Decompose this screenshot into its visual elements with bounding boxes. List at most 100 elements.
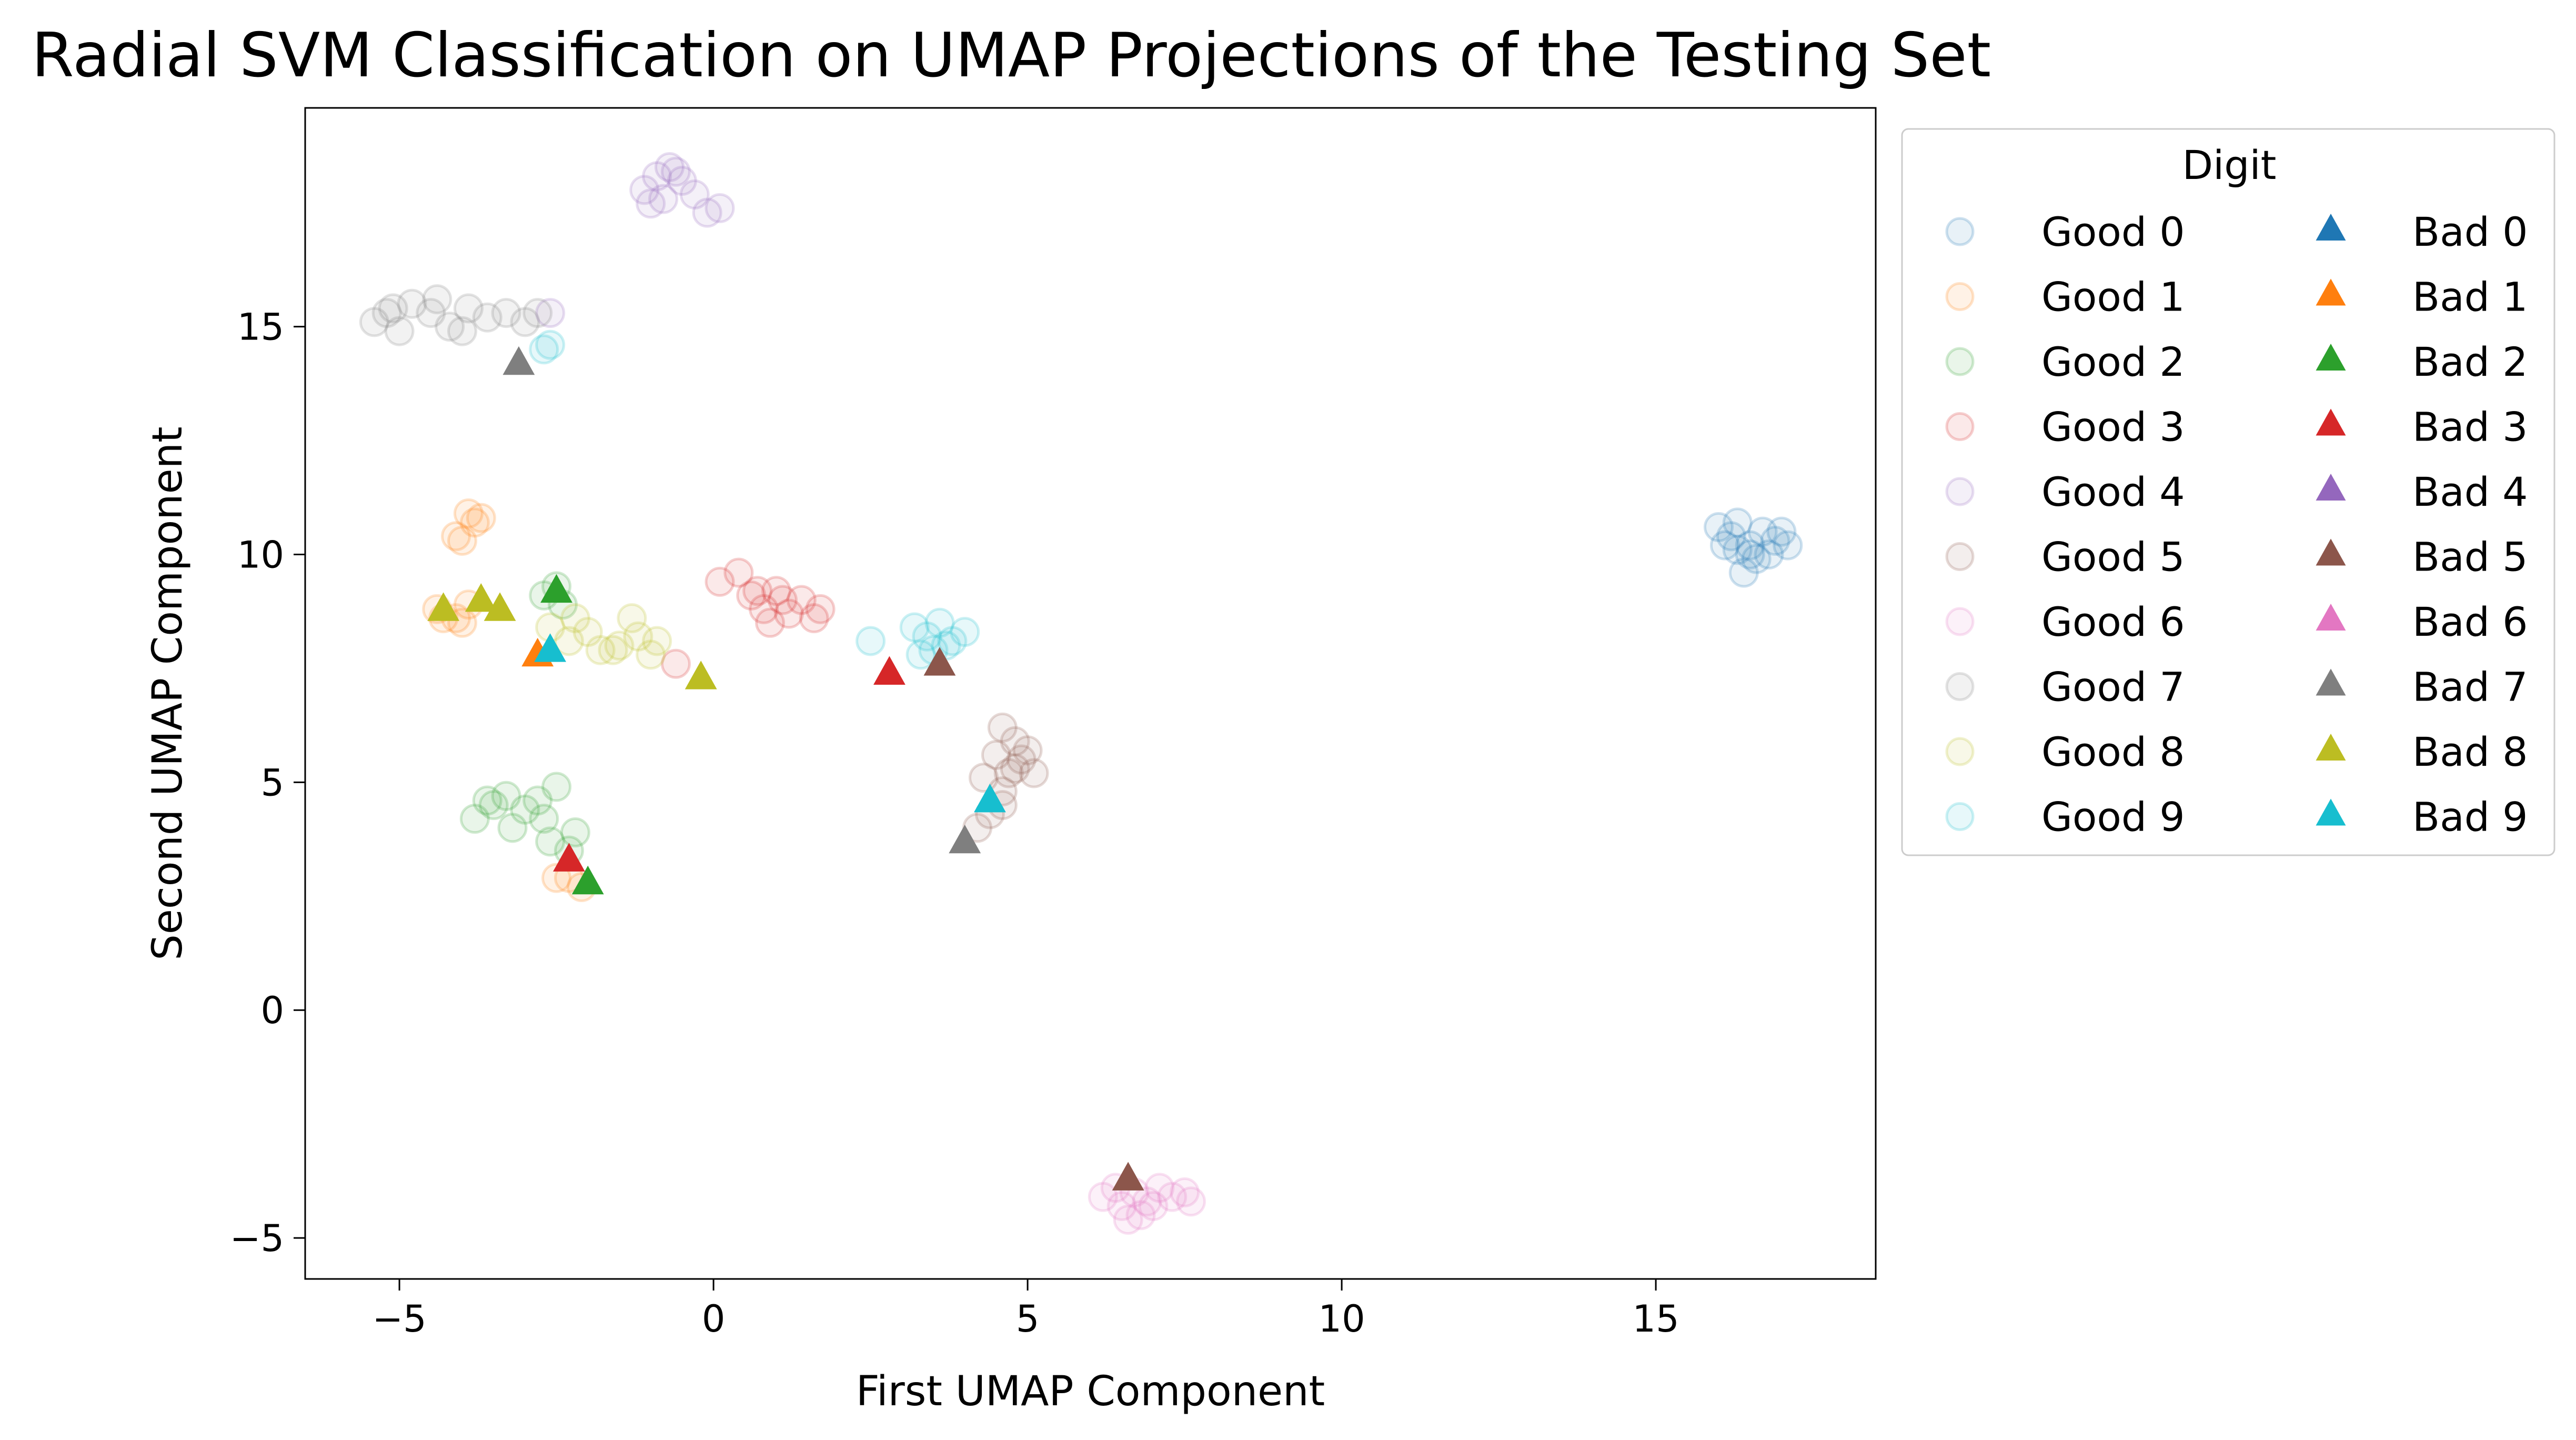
point-good-4 bbox=[692, 197, 722, 228]
point-good-5 bbox=[1012, 735, 1043, 766]
plot-points bbox=[359, 152, 1803, 1235]
point-bad-8 bbox=[484, 592, 516, 621]
point-good-3 bbox=[723, 557, 754, 588]
x-tick-label: 0 bbox=[702, 1297, 726, 1341]
point-good-3 bbox=[805, 594, 836, 624]
legend-marker bbox=[2316, 538, 2346, 566]
y-axis-label: Second UMAP Component bbox=[144, 426, 192, 960]
legend-label: Good 2 bbox=[2041, 338, 2185, 385]
point-good-9 bbox=[535, 329, 566, 360]
point-good-3 bbox=[749, 594, 779, 624]
legend-label: Good 0 bbox=[2041, 208, 2185, 255]
point-good-8 bbox=[598, 635, 628, 665]
point-good-3 bbox=[742, 576, 773, 606]
point-good-9 bbox=[912, 621, 942, 652]
point-good-9 bbox=[905, 639, 936, 670]
legend-marker bbox=[2316, 214, 2346, 241]
point-good-6 bbox=[1113, 1204, 1143, 1235]
point-good-3 bbox=[786, 585, 817, 615]
chart-title: Radial SVM Classification on UMAP Projec… bbox=[32, 20, 1991, 91]
point-good-0 bbox=[1722, 507, 1753, 538]
point-good-7 bbox=[378, 293, 408, 324]
point-good-0 bbox=[1704, 512, 1734, 542]
legend-title: Digit bbox=[2182, 142, 2277, 188]
point-good-2 bbox=[472, 785, 502, 816]
legend-marker bbox=[2316, 278, 2346, 306]
y-tick-label: 15 bbox=[237, 306, 284, 349]
point-good-5 bbox=[1006, 744, 1037, 775]
point-good-3 bbox=[773, 598, 804, 629]
point-good-2 bbox=[510, 794, 540, 825]
point-good-5 bbox=[1000, 726, 1030, 756]
legend-marker bbox=[1945, 477, 1975, 506]
point-good-3 bbox=[705, 566, 735, 597]
point-good-9 bbox=[899, 612, 930, 643]
point-bad-7 bbox=[502, 346, 535, 375]
point-bad-2 bbox=[540, 574, 572, 603]
point-bad-2 bbox=[571, 865, 604, 895]
point-good-3 bbox=[755, 607, 786, 638]
point-good-2 bbox=[541, 772, 572, 802]
legend-label: Bad 2 bbox=[2412, 338, 2528, 385]
point-good-7 bbox=[416, 298, 446, 328]
point-good-7 bbox=[422, 284, 452, 315]
point-good-5 bbox=[993, 758, 1024, 788]
legend-marker bbox=[2316, 474, 2346, 501]
point-good-7 bbox=[491, 298, 521, 328]
point-good-8 bbox=[572, 617, 603, 647]
legend-label: Good 9 bbox=[2041, 794, 2185, 841]
legend-label: Good 8 bbox=[2041, 728, 2185, 775]
point-good-1 bbox=[441, 521, 471, 552]
legend-label: Bad 1 bbox=[2412, 274, 2528, 321]
point-good-7 bbox=[510, 307, 540, 337]
point-bad-8 bbox=[427, 592, 460, 621]
point-good-2 bbox=[491, 781, 521, 811]
legend-marker bbox=[2316, 344, 2346, 371]
legend-marker bbox=[1945, 347, 1975, 376]
legend-label: Good 5 bbox=[2041, 534, 2185, 581]
point-good-6 bbox=[1176, 1186, 1206, 1217]
y-tick-label: −5 bbox=[230, 1217, 284, 1260]
point-good-0 bbox=[1735, 530, 1765, 561]
legend-marker bbox=[1945, 412, 1975, 441]
legend-marker bbox=[1945, 217, 1975, 246]
legend-label: Bad 7 bbox=[2412, 664, 2528, 711]
legend-label: Bad 0 bbox=[2412, 208, 2528, 255]
point-good-2 bbox=[497, 813, 528, 843]
point-good-3 bbox=[736, 580, 767, 611]
point-good-0 bbox=[1728, 557, 1759, 588]
point-bad-5 bbox=[923, 647, 956, 676]
y-tick-label: 5 bbox=[260, 761, 284, 804]
point-good-2 bbox=[522, 785, 553, 816]
point-good-4 bbox=[535, 298, 566, 328]
point-good-7 bbox=[453, 293, 484, 324]
point-good-2 bbox=[560, 817, 590, 848]
point-good-3 bbox=[767, 585, 798, 615]
point-good-4 bbox=[679, 179, 710, 209]
point-good-7 bbox=[359, 307, 389, 337]
point-good-0 bbox=[1709, 530, 1740, 561]
x-tick-label: 15 bbox=[1633, 1297, 1679, 1341]
point-bad-3 bbox=[553, 843, 585, 872]
point-good-4 bbox=[667, 166, 697, 196]
legend-marker bbox=[1945, 542, 1975, 571]
point-good-5 bbox=[1019, 758, 1049, 788]
legend-label: Bad 4 bbox=[2412, 468, 2528, 515]
point-good-3 bbox=[761, 576, 791, 606]
point-good-7 bbox=[522, 298, 553, 328]
legend-marker bbox=[2316, 604, 2346, 631]
legend-label: Good 1 bbox=[2041, 274, 2185, 321]
point-bad-8 bbox=[465, 583, 497, 612]
point-good-5 bbox=[1000, 753, 1030, 784]
point-good-0 bbox=[1754, 539, 1784, 569]
point-good-4 bbox=[642, 161, 672, 192]
legend-box bbox=[1901, 128, 2555, 856]
legend-label: Good 7 bbox=[2041, 664, 2185, 711]
legend-label: Bad 5 bbox=[2412, 534, 2528, 581]
point-good-5 bbox=[987, 712, 1018, 743]
point-good-7 bbox=[435, 312, 465, 342]
point-good-0 bbox=[1747, 516, 1778, 547]
point-good-5 bbox=[981, 739, 1011, 770]
point-good-8 bbox=[642, 626, 672, 656]
